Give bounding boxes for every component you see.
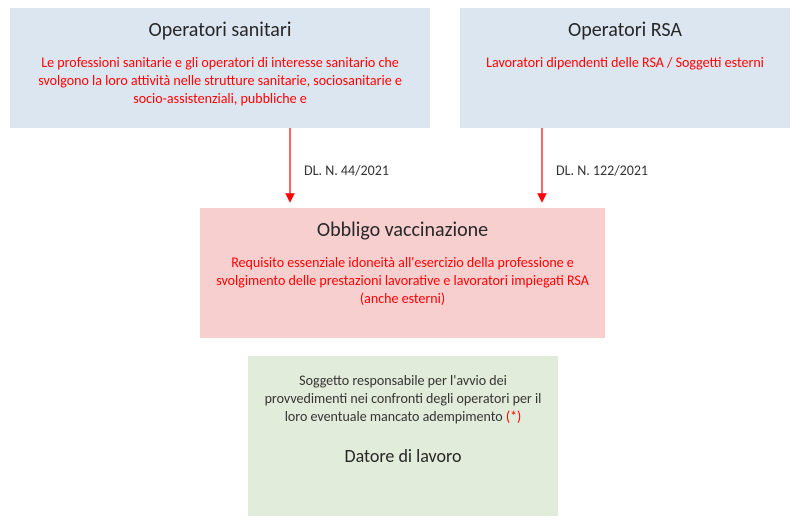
node-operatori-rsa: Operatori RSA Lavoratori dipendenti dell…	[460, 8, 790, 128]
asterisk-mark: (*)	[506, 408, 521, 425]
node-datore-desc-text: Soggetto responsabile per l'avvio dei pr…	[265, 372, 542, 425]
node-operatori-sanitari: Operatori sanitari Le professioni sanita…	[10, 8, 430, 128]
node-datore-lavoro: Soggetto responsabile per l'avvio dei pr…	[248, 356, 558, 516]
node-sanitari-desc: Le professioni sanitarie e gli operatori…	[24, 54, 416, 109]
node-datore-title: Datore di lavoro	[262, 445, 544, 467]
arrow-sanitari-to-obbligo	[280, 128, 300, 206]
node-datore-desc: Soggetto responsabile per l'avvio dei pr…	[262, 372, 544, 427]
node-sanitari-title: Operatori sanitari	[24, 18, 416, 42]
node-obbligo-desc: Requisito essenziale idoneità all'eserci…	[214, 254, 591, 309]
node-obbligo-title: Obbligo vaccinazione	[214, 218, 591, 242]
node-rsa-title: Operatori RSA	[474, 18, 776, 42]
edge-label-dl44: DL. N. 44/2021	[304, 162, 389, 179]
arrow-rsa-to-obbligo	[532, 128, 552, 206]
node-rsa-desc: Lavoratori dipendenti delle RSA / Sogget…	[474, 54, 776, 72]
node-obbligo-vaccinazione: Obbligo vaccinazione Requisito essenzial…	[200, 208, 605, 338]
edge-label-dl122: DL. N. 122/2021	[556, 162, 648, 179]
